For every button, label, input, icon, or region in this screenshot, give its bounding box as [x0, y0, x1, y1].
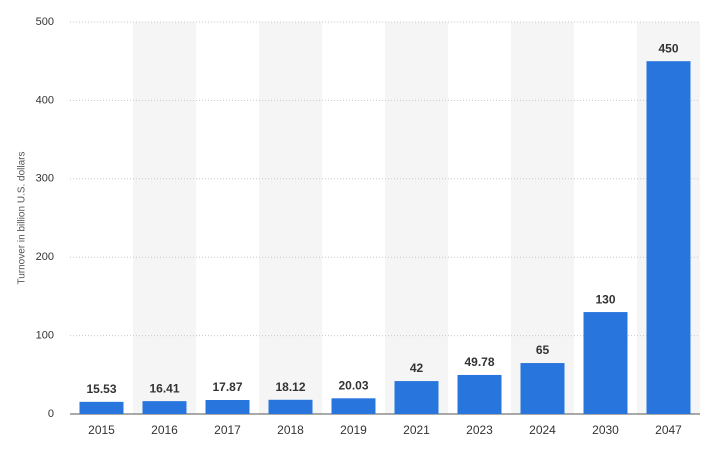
column-band	[133, 22, 196, 414]
value-label: 18.12	[275, 380, 305, 394]
y-tick-label: 500	[36, 16, 54, 28]
bar	[457, 374, 502, 414]
y-axis-label: Turnover in billion U.S. dollars	[17, 151, 28, 284]
bar	[394, 381, 439, 414]
x-tick-label: 2015	[88, 423, 115, 437]
bar	[268, 399, 313, 414]
y-tick-label: 100	[36, 330, 54, 342]
value-label: 17.87	[212, 380, 242, 394]
x-tick-label: 2023	[466, 423, 493, 437]
column-band	[259, 22, 322, 414]
column-band	[385, 22, 448, 414]
x-tick-label: 2030	[592, 423, 619, 437]
y-tick-label: 200	[36, 251, 54, 263]
y-tick-label: 400	[36, 94, 54, 106]
bar	[331, 398, 376, 414]
value-label: 20.03	[338, 378, 368, 392]
bar	[142, 401, 187, 414]
bar	[646, 61, 691, 414]
x-tick-label: 2047	[655, 423, 682, 437]
x-tick-label: 2017	[214, 423, 241, 437]
bar	[583, 312, 628, 414]
column-band	[511, 22, 574, 414]
value-label: 42	[410, 361, 424, 375]
y-tick-label: 300	[36, 173, 54, 185]
value-label: 65	[536, 343, 550, 357]
value-label: 16.41	[149, 381, 179, 395]
bar	[520, 363, 565, 414]
bar	[205, 399, 250, 414]
x-tick-label: 2024	[529, 423, 556, 437]
bar	[79, 401, 124, 414]
value-label: 450	[658, 41, 678, 55]
x-tick-label: 2016	[151, 423, 178, 437]
value-label: 130	[595, 292, 615, 306]
x-tick-label: 2018	[277, 423, 304, 437]
value-label: 49.78	[464, 355, 494, 369]
value-label: 15.53	[86, 382, 116, 396]
y-tick-label: 0	[48, 408, 54, 420]
x-tick-label: 2021	[403, 423, 430, 437]
x-tick-label: 2019	[340, 423, 367, 437]
